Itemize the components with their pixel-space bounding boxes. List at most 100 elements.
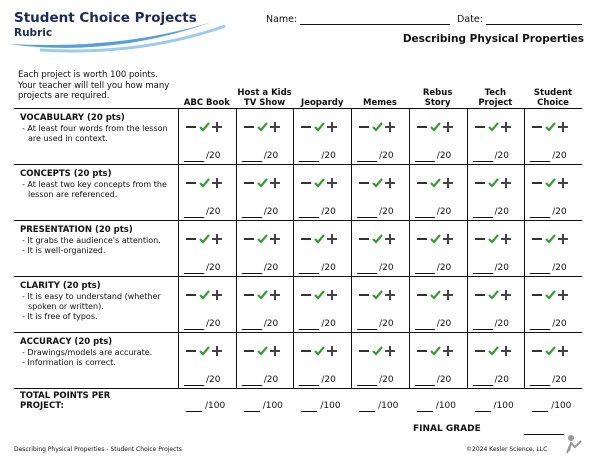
score-max: /20: [436, 263, 452, 273]
column-rule: [293, 108, 295, 388]
logo: [566, 435, 582, 454]
score-max: /20: [263, 207, 279, 217]
score-max: /20: [379, 263, 394, 273]
rating-icons: [473, 286, 523, 305]
score-blank: [357, 329, 378, 330]
score-blank: [357, 385, 378, 386]
total-max: /100: [435, 401, 457, 411]
score-max: /20: [379, 319, 394, 329]
score-max: /20: [494, 375, 509, 385]
criterion-title: ACCURACY (20 pts): [20, 337, 113, 347]
score-blank: [472, 385, 493, 386]
name-label: Name:: [266, 14, 298, 25]
score-blank: [241, 385, 262, 386]
score-max: /20: [552, 151, 567, 161]
rating-icons: [415, 286, 465, 305]
rating-icons: [357, 118, 407, 137]
rating-icons: [357, 230, 407, 249]
total-blank: [301, 411, 318, 412]
title: Student Choice Projects: [14, 10, 197, 26]
criterion-title: CLARITY (20 pts): [20, 281, 101, 291]
score-max: /20: [379, 151, 394, 161]
column-header: Tech Project: [478, 88, 513, 108]
rating-icons: [415, 118, 465, 137]
score-blank: [530, 217, 551, 218]
score-blank: [299, 385, 320, 386]
rating-icons: [473, 230, 523, 249]
score-blank: [184, 329, 204, 330]
date-label: Date:: [457, 14, 483, 25]
score-blank: [414, 385, 435, 386]
score-max: /20: [552, 207, 567, 217]
rating-icons: [299, 230, 349, 249]
score-max: /20: [206, 375, 221, 385]
rating-icons: [473, 118, 523, 137]
total-max: /100: [320, 401, 341, 411]
score-max: /20: [206, 319, 221, 329]
footer-left: Describing Physical Properties - Student…: [14, 446, 182, 453]
intro: Each project is worth 100 points. Your t…: [18, 70, 170, 101]
criterion-bullet: - It is free of typos.: [22, 312, 98, 321]
swoosh: [8, 22, 226, 53]
score-blank: [184, 161, 204, 162]
score-max: /20: [263, 319, 279, 329]
criterion-bullet: - It is easy to understand (whether spok…: [22, 292, 161, 311]
column-rule: [408, 108, 410, 388]
score-max: /20: [321, 207, 336, 217]
score-max: /20: [552, 263, 567, 273]
total-max: /100: [262, 401, 283, 411]
score-max: /20: [436, 319, 452, 329]
score-blank: [299, 161, 320, 162]
score-blank: [472, 273, 493, 274]
score-blank: [241, 217, 262, 218]
criterion-bullet: - Information is correct.: [22, 358, 116, 367]
rule: [14, 220, 582, 221]
score-max: /20: [263, 263, 279, 273]
score-blank: [357, 273, 378, 274]
final-grade: FINAL GRADE: [413, 424, 481, 434]
score-max: /20: [494, 319, 509, 329]
heading: Describing Physical Properties: [402, 33, 584, 45]
column-rule: [235, 108, 237, 388]
column-rule: [466, 108, 468, 388]
criterion-bullet: - At least four words from the lesson ar…: [22, 124, 168, 143]
rating-icons: [530, 286, 580, 305]
rating-icons: [299, 174, 349, 193]
rating-icons: [299, 342, 349, 361]
score-blank: [357, 161, 378, 162]
score-blank: [241, 329, 262, 330]
score-blank: [299, 329, 320, 330]
criterion-title: PRESENTATION (20 pts): [20, 225, 133, 235]
rating-icons: [184, 286, 234, 305]
rating-icons: [530, 230, 580, 249]
score-blank: [299, 217, 320, 218]
total-max: /100: [205, 401, 226, 411]
score-max: /20: [321, 319, 336, 329]
rating-icons: [530, 342, 580, 361]
criterion-bullet: - It is well-organized.: [22, 246, 106, 255]
final-grade-line: [524, 434, 564, 435]
column-header: Memes: [362, 98, 397, 108]
score-max: /20: [494, 263, 509, 273]
score-max: /20: [321, 375, 336, 385]
rating-icons: [530, 118, 580, 137]
column-rule: [178, 108, 179, 388]
column-header: Student Choice: [533, 88, 573, 108]
rule: [14, 388, 582, 389]
score-max: /20: [494, 207, 509, 217]
rating-icons: [357, 286, 407, 305]
score-max: /20: [436, 375, 452, 385]
score-blank: [241, 273, 262, 274]
column-header: ABC Book: [183, 98, 230, 108]
score-max: /20: [263, 151, 279, 161]
score-blank: [472, 329, 493, 330]
score-max: /20: [436, 151, 452, 161]
criterion-bullet: - At least two key concepts from the les…: [22, 180, 167, 199]
criterion-title: VOCABULARY (20 pts): [20, 113, 125, 123]
total-label: TOTAL POINTS PER PROJECT:: [20, 391, 111, 411]
score-max: /20: [552, 319, 567, 329]
rating-icons: [242, 174, 292, 193]
total-blank: [416, 411, 433, 412]
rating-icons: [415, 174, 465, 193]
score-blank: [472, 217, 493, 218]
